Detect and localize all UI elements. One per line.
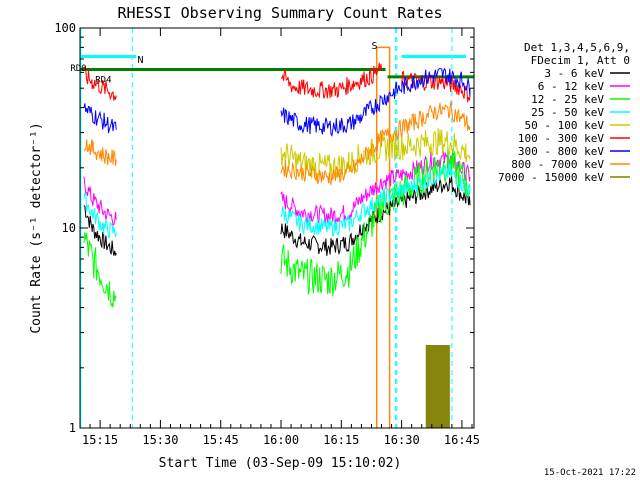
series-5-segment-0 xyxy=(83,65,117,101)
series-2-segment-0 xyxy=(83,232,117,308)
series-3-segment-0 xyxy=(83,192,117,239)
legend-label-6: 300 - 800 keV xyxy=(518,145,604,158)
legend-label-1: 6 - 12 keV xyxy=(538,80,605,93)
legend-header-1: FDecim 1, Att 0 xyxy=(531,54,630,67)
series-4-segment-0 xyxy=(280,128,471,179)
series-1-segment-1 xyxy=(280,151,471,225)
axes: 15:15 15:30 15:45 16:00 16:15 16:30 16:45 1 10 10… xyxy=(54,21,480,447)
x-axis-label: Start Time (03-Sep-09 15:10:02) xyxy=(159,456,402,471)
x-tick-label-0: 15:15 xyxy=(82,433,118,447)
y-tick-label-0: 1 xyxy=(69,421,76,435)
attenuator-bracket xyxy=(375,46,391,428)
series-0-segment-1 xyxy=(280,176,471,256)
series-6-segment-0 xyxy=(83,103,117,134)
x-tick-label-3: 16:00 xyxy=(263,433,299,447)
series-8-block xyxy=(425,345,450,428)
y-tick-label-2: 100 xyxy=(54,21,76,35)
legend-label-3: 25 - 50 keV xyxy=(531,106,604,119)
annotation-s: S xyxy=(371,41,377,52)
series-group xyxy=(83,62,471,428)
y-axis-label: Count Rate (s⁻¹ detector⁻¹) xyxy=(29,122,44,333)
x-tick-label-5: 16:30 xyxy=(384,433,420,447)
legend: Det 1,3,4,5,6,9,FDecim 1, Att 03 - 6 keV… xyxy=(498,41,630,184)
x-tick-label-2: 15:45 xyxy=(203,433,239,447)
annotations: N S RD0 RD4 xyxy=(70,41,377,85)
legend-label-5: 100 - 300 keV xyxy=(518,132,604,145)
legend-header-0: Det 1,3,4,5,6,9, xyxy=(524,41,630,54)
annotation-rd0: RD0 xyxy=(70,64,86,74)
series-2-segment-1 xyxy=(280,147,471,297)
series-5-segment-1 xyxy=(281,62,382,99)
series-7-segment-0 xyxy=(83,139,117,167)
annotation-rd4: RD4 xyxy=(95,75,111,85)
series-0-segment-0 xyxy=(83,205,117,256)
legend-label-8: 7000 - 15000 keV xyxy=(498,171,604,184)
legend-label-2: 12 - 25 keV xyxy=(531,93,604,106)
x-tick-label-6: 16:45 xyxy=(444,433,480,447)
legend-label-0: 3 - 6 keV xyxy=(544,67,604,80)
series-7-segment-1 xyxy=(280,101,471,187)
x-tick-label-4: 16:15 xyxy=(323,433,359,447)
timestamp: 15-Oct-2021 17:22 xyxy=(544,468,636,478)
y-tick-label-1: 10 xyxy=(62,221,76,235)
chart-title: RHESSI Observing Summary Count Rates xyxy=(117,4,442,22)
legend-label-4: 50 - 100 keV xyxy=(525,119,605,132)
annotation-n: N xyxy=(137,55,143,66)
x-tick-label-1: 15:30 xyxy=(142,433,178,447)
series-1-segment-0 xyxy=(83,176,117,226)
series-6-segment-1 xyxy=(280,67,471,137)
series-3-segment-1 xyxy=(280,163,471,237)
legend-label-7: 800 - 7000 keV xyxy=(511,158,604,171)
